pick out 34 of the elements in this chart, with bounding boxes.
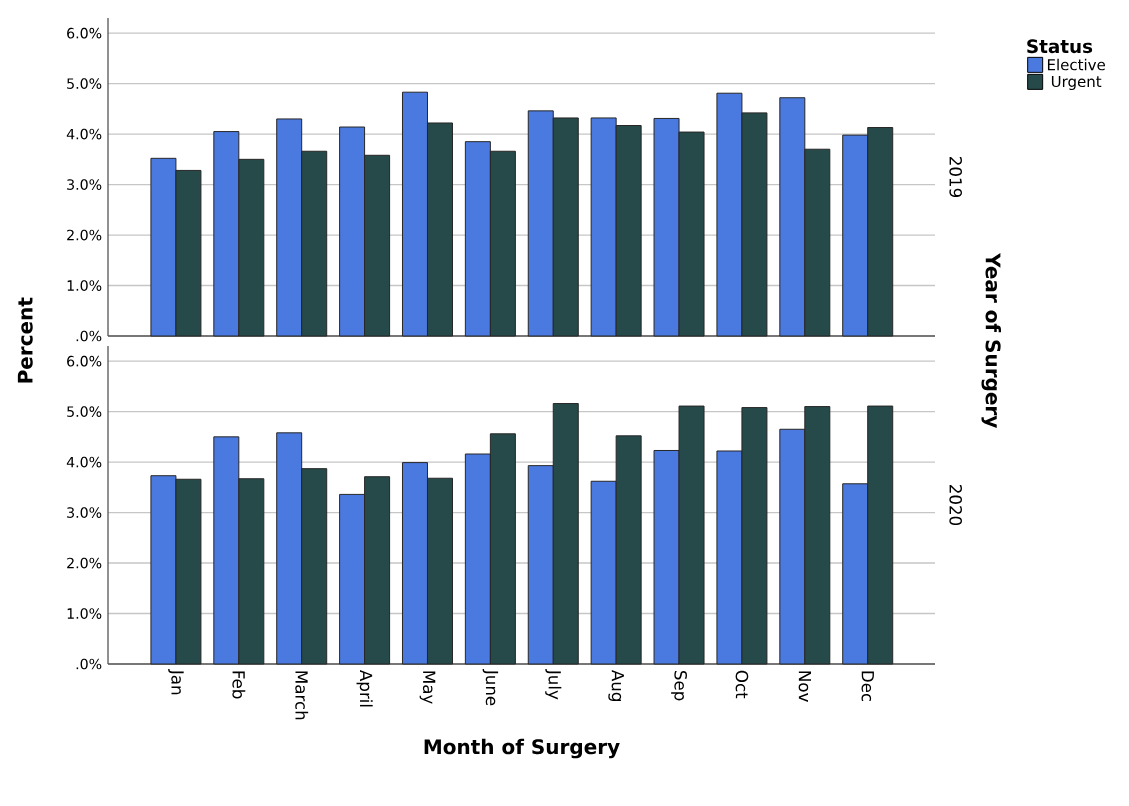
- x-axis-title: Month of Surgery: [424, 738, 620, 759]
- y-tick-label: 2.0%: [67, 229, 102, 241]
- x-tick-label: Nov: [798, 671, 812, 702]
- y-tick-label: 1.0%: [67, 280, 102, 291]
- legend-label: Elective: [1047, 58, 1105, 71]
- x-tick-label: March: [295, 671, 309, 720]
- y-tick-label: 5.0%: [67, 78, 102, 89]
- legend-label: Urgent: [1051, 75, 1102, 91]
- y-tick-label: .0%: [76, 658, 102, 670]
- x-tick-label: April: [356, 670, 373, 707]
- x-tick-label: May: [419, 671, 436, 704]
- y2-axis-title: 2019: [949, 157, 962, 198]
- x-tick-label: Oct: [735, 670, 749, 699]
- x-tick-label: Dec: [861, 671, 874, 702]
- text: Year of Surgery: [981, 252, 1001, 428]
- y2-axis-title: 2020: [949, 485, 962, 526]
- y-tick-label: 4.0%: [66, 128, 102, 140]
- x-tick-label: Aug: [608, 670, 624, 701]
- x-tick-label: Jan: [168, 669, 184, 695]
- y-tick-label: 3.0%: [67, 179, 102, 190]
- x-tick-label: July: [545, 669, 562, 700]
- x-tick-label: Feb: [232, 671, 246, 699]
- x-tick-label: Sep: [671, 670, 687, 701]
- y-tick-label: .0%: [76, 330, 102, 342]
- y-axis-title: Percent: [17, 297, 33, 383]
- y-tick-label: 3.0%: [67, 507, 102, 518]
- y-tick-label: 4.0%: [66, 456, 102, 468]
- y-tick-label: 1.0%: [67, 608, 102, 619]
- y-tick-label: 6.0%: [67, 27, 102, 39]
- x-tick-label: June: [482, 669, 499, 706]
- legend-title: Status: [1027, 39, 1093, 54]
- y-tick-label: 5.0%: [67, 406, 102, 417]
- y-tick-label: 2.0%: [67, 557, 102, 569]
- y-tick-label: 6.0%: [67, 355, 102, 367]
